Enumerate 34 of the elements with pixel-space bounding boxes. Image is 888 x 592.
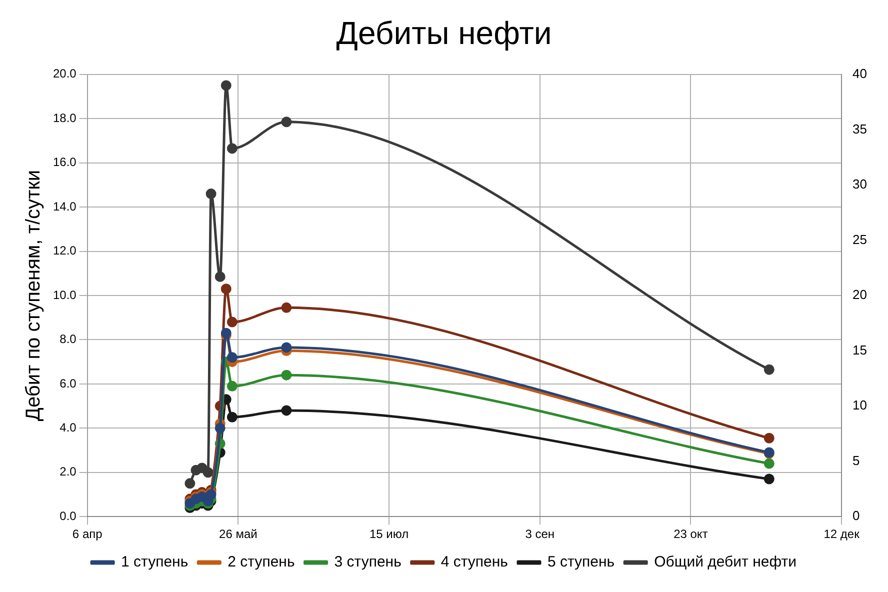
y-axis-title: Дебит по ступеням, т/сутки [22,170,45,422]
y2-tick-label: 10 [852,398,868,413]
x-tick-label: 23 окт [674,527,708,542]
y2-tick-label: 0 [852,508,860,524]
y-tick-label: 14.0 [52,199,77,214]
y-tick-label: 8.0 [60,332,77,346]
legend-label: 4 ступень [440,554,508,571]
y2-tick-label: 5 [852,452,860,468]
y2-tick-label: 30 [852,176,868,192]
y-tick-label: 6.0 [60,376,77,390]
x-tick-label: 6 апр [72,527,103,542]
chart-title: Дебиты нефти [336,15,552,52]
y2-tick-label: 20 [852,287,868,302]
y2-tick-label: 35 [852,121,868,136]
y-tick-label: 4.0 [60,420,77,434]
y2-tick-label: 15 [852,342,868,358]
legend-label: 5 ступень [547,554,615,571]
legend-label: 3 ступень [334,554,402,571]
y-tick-label: 10.0 [52,288,77,302]
y-tick-label: 12.0 [52,244,77,258]
y2-tick-label: 40 [852,66,868,81]
y2-tick-label: 25 [852,232,868,247]
x-tick-label: 3 сен [525,527,555,542]
legend-label: 2 ступень [228,554,295,571]
legend-label: Общий дебит нефти [654,554,796,571]
y-tick-label: 2.0 [60,464,77,479]
x-tick-label: 15 июл [369,527,409,542]
y-tick-label: 16.0 [52,155,77,170]
y-tick-label: 0.0 [60,508,77,523]
y-tick-label: 18.0 [52,110,77,125]
y-tick-label: 20.0 [52,66,77,81]
x-tick-label: 12 дек [824,527,860,542]
legend-label: 1 ступень [121,554,188,571]
x-tick-label: 26 май [219,527,258,542]
